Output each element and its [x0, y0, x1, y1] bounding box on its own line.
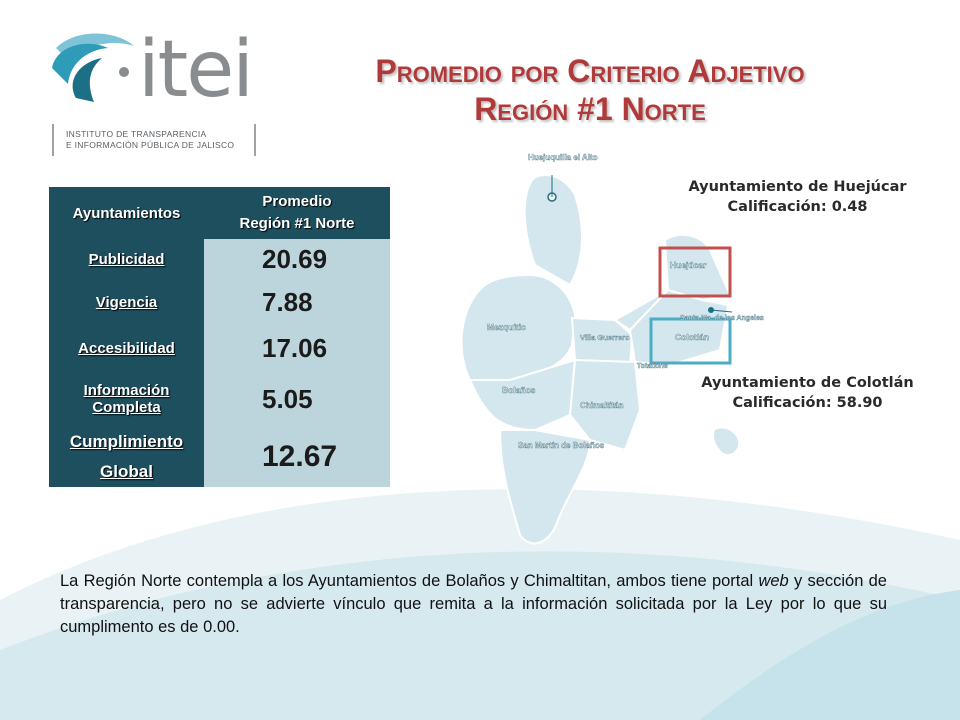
itei-wordmark: itei: [138, 25, 254, 115]
paragraph-italic-web: web: [758, 572, 789, 590]
callout-colotlan-name: Ayuntamiento de Colotlán: [701, 375, 914, 391]
logo-divider-right: [254, 124, 256, 156]
logo-divider-left: [52, 124, 54, 156]
logo-subtitle: INSTITUTO DE TRANSPARENCIA E INFORMACIÓN…: [66, 129, 256, 151]
summary-paragraph: La Región Norte contempla a los Ayuntami…: [60, 570, 887, 639]
header-promedio-line2: Región #1 Norte: [239, 215, 355, 232]
row-value: 17.06: [204, 326, 390, 371]
itei-logo: itei INSTITUTO DE TRANSPARENCIA E INFORM…: [46, 28, 276, 158]
table-row: Información Completa 5.05: [49, 371, 390, 427]
row-value: 20.69: [204, 239, 390, 279]
map-region-colotlan: [628, 288, 730, 367]
table-row: Cumplimiento Global 12.67: [49, 427, 390, 487]
row-label: Cumplimiento Global: [49, 427, 204, 487]
map-region-totatiche: [613, 289, 669, 332]
highlight-huejucar: [658, 246, 732, 298]
row-label: Vigencia: [49, 279, 204, 326]
map-label-san-martin: San Martín de Bolaños: [518, 441, 605, 450]
header-promedio: Promedio Región #1 Norte: [204, 187, 390, 239]
header-promedio-line1: Promedio: [262, 193, 332, 210]
row-label-line2: Global: [100, 462, 153, 481]
map-label-bolanos: Bolaños: [502, 385, 536, 395]
map-label-chimaltitan: Chimaltitán: [580, 401, 624, 410]
logo-subtitle-line2: E INFORMACIÓN PÚBLICA DE JALISCO: [66, 140, 235, 150]
table-row: Vigencia 7.88: [49, 279, 390, 326]
itei-logo-mark: [52, 33, 134, 102]
callout-colotlan: Ayuntamiento de Colotlán Calificación: 5…: [665, 373, 950, 413]
paragraph-part1: La Región Norte contempla a los Ayuntami…: [60, 572, 759, 590]
map-region-huejucar: [663, 233, 732, 302]
row-label: Accesibilidad: [49, 326, 204, 371]
logo-subtitle-line1: INSTITUTO DE TRANSPARENCIA: [66, 129, 207, 139]
highlight-colotlan: [649, 317, 732, 365]
map-label-huejuquilla: Huejuquilla el Alto: [528, 153, 598, 162]
scores-table: Ayuntamientos Promedio Región #1 Norte P…: [49, 187, 390, 487]
slide-title-line1: Promedio por Criterio Adjetivo: [375, 53, 805, 89]
table-row: Publicidad 20.69: [49, 239, 390, 279]
map-label-totatiche: Totatiche: [637, 363, 668, 370]
row-label: Publicidad: [49, 239, 204, 279]
table-row: Accesibilidad 17.06: [49, 326, 390, 371]
map-label-villa-guerrero: Villa Guerrero: [580, 333, 630, 342]
map-region-mezquitic: [460, 273, 577, 381]
callout-colotlan-score: Calificación: 58.90: [732, 395, 883, 411]
map-label-colotlan: Colotlán: [675, 332, 709, 342]
map-label-huejucar: Huejúcar: [670, 260, 707, 270]
map-region-san-martin: [498, 429, 592, 545]
paragraph-part2: y sección de transparencia, pero no se a…: [60, 572, 887, 636]
row-label-line1: Cumplimiento: [69, 432, 184, 451]
map-label-santa-maria: Santa Ma. de los Angeles: [680, 315, 764, 322]
callout-huejucar: Ayuntamiento de Huejúcar Calificación: 0…: [655, 177, 940, 217]
map-label-mezquitic: Mezquitic: [487, 322, 526, 332]
callout-huejucar-score: Calificación: 0.48: [727, 199, 868, 215]
region-norte-map: Huejuquilla el Alto Mezquitic Villa Guer…: [460, 153, 764, 545]
row-value: 5.05: [204, 371, 390, 427]
row-value: 7.88: [204, 279, 390, 326]
slide-title-line2: Región #1 Norte: [474, 91, 706, 127]
row-label-line1: Información: [83, 382, 170, 399]
slide-title: Promedio por Criterio Adjetivo Región #1…: [300, 52, 880, 128]
row-value: 12.67: [204, 427, 390, 487]
header-ayuntamientos: Ayuntamientos: [49, 187, 204, 239]
row-label-line2: Completa: [92, 399, 161, 416]
callout-huejucar-name: Ayuntamiento de Huejúcar: [688, 179, 907, 195]
map-island: [713, 428, 739, 455]
map-region-huejuquilla: [523, 174, 583, 287]
row-label: Información Completa: [49, 371, 204, 427]
